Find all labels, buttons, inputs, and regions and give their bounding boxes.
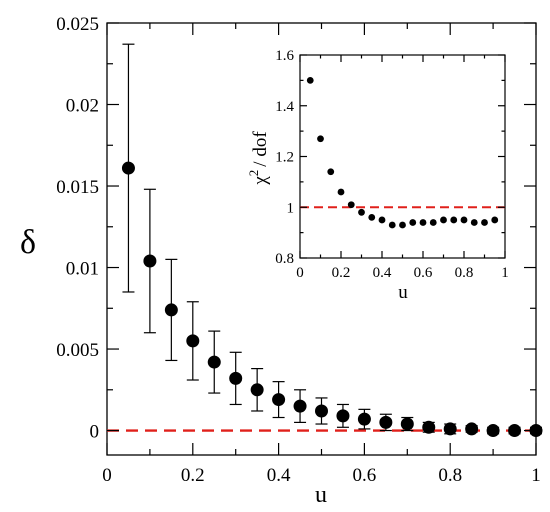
inset-data-point — [429, 219, 437, 226]
main-data-point — [357, 412, 371, 426]
inset-x-tick-label: 0 — [296, 265, 304, 281]
inset-data-point — [388, 221, 396, 229]
inset-data-point — [358, 208, 365, 216]
inset-data-point — [317, 135, 324, 143]
inset-x-axis-label: u — [398, 282, 408, 303]
main-x-tick-label: 0 — [102, 465, 112, 486]
inset-x-axis-ticks: 0 0.2 0.4 0.6 0.8 1 — [296, 55, 509, 281]
inset-data-point — [481, 219, 488, 226]
inset-data-point — [409, 219, 417, 226]
inset-data-point — [491, 216, 499, 224]
main-y-tick-label: 0.02 — [66, 96, 99, 117]
main-x-tick-label: 0.6 — [353, 465, 377, 486]
inset-data-point — [368, 214, 376, 221]
inset-data-point — [306, 76, 314, 84]
inset-y-label-rest: / dof — [250, 131, 271, 167]
main-y-axis-label: δ — [20, 224, 36, 261]
main-data-point — [272, 393, 286, 407]
main-y-tick-label: 0.005 — [56, 340, 99, 361]
inset-y-tick-label: 1.6 — [275, 48, 294, 64]
inset-data-point — [440, 216, 447, 224]
main-data-point — [315, 404, 328, 418]
main-data-point — [508, 424, 522, 438]
inset-x-tick-label: 0.4 — [373, 265, 392, 281]
main-data-point — [293, 399, 307, 413]
inset-y-label-chi: χ — [250, 176, 271, 186]
main-data-point — [121, 161, 135, 175]
inset-data-point — [327, 168, 335, 176]
main-data-points — [121, 161, 543, 438]
inset-data-points — [306, 76, 499, 229]
main-data-point — [207, 355, 221, 369]
inset-x-tick-label: 1 — [501, 265, 509, 281]
main-plot: 0 0.2 0.4 0.6 0.8 1 00.0050.010.0150.020.025 … — [20, 14, 543, 508]
inset-y-tick-label: 0.8 — [275, 251, 294, 267]
main-y-tick-label: 0.01 — [66, 259, 99, 280]
main-data-point — [143, 254, 157, 268]
inset-x-tick-label: 0.2 — [332, 265, 351, 281]
inset-data-point — [470, 219, 478, 226]
main-x-axis-ticks: 0 0.2 0.4 0.6 0.8 1 — [102, 23, 541, 486]
main-x-tick-label: 0.4 — [267, 465, 291, 486]
inset-data-point — [399, 221, 406, 229]
inset-plot: 0 0.2 0.4 0.6 0.8 1 0.8 1 1.2 1.4 1.6 u χ2 / dof — [246, 48, 509, 303]
main-x-tick-label: 0.8 — [438, 465, 462, 486]
main-data-point — [422, 420, 436, 434]
main-y-tick-label: 0 — [90, 422, 100, 443]
main-y-axis-ticks: 0 0.005 0.01 0.015 0.02 0.025 — [56, 14, 536, 443]
inset-y-axis-label: χ2 / dof — [246, 131, 271, 186]
main-data-point — [164, 303, 178, 317]
main-x-tick-label: 1 — [531, 465, 541, 486]
inset-y-tick-label: 1 — [287, 200, 295, 216]
main-data-point — [336, 409, 350, 423]
main-data-point — [250, 383, 264, 397]
main-y-tick-label: 0.015 — [56, 177, 99, 198]
main-data-point — [229, 371, 243, 385]
main-data-point — [465, 422, 479, 436]
inset-y-axis-ticks: 0.8 1 1.2 1.4 1.6 — [275, 48, 505, 267]
main-data-point — [400, 417, 414, 431]
inset-data-point — [419, 219, 427, 226]
main-data-point — [443, 422, 457, 436]
inset-data-point — [378, 216, 386, 224]
main-x-tick-label: 0.2 — [181, 465, 205, 486]
inset-y-tick-label: 1.2 — [275, 150, 294, 166]
inset-data-point — [347, 201, 355, 209]
main-data-point — [186, 334, 200, 348]
main-x-axis-label: u — [315, 482, 327, 508]
main-y-tick-label: 0.025 — [56, 14, 99, 35]
inset-data-point — [337, 188, 345, 196]
inset-y-label-sup: 2 — [246, 170, 261, 177]
inset-x-tick-label: 0.8 — [455, 265, 474, 281]
main-data-point — [379, 415, 393, 429]
inset-x-tick-label: 0.6 — [414, 265, 433, 281]
main-data-point — [486, 424, 500, 438]
inset-data-point — [460, 216, 468, 224]
inset-data-point — [450, 216, 458, 224]
inset-y-tick-label: 1.4 — [275, 99, 294, 115]
